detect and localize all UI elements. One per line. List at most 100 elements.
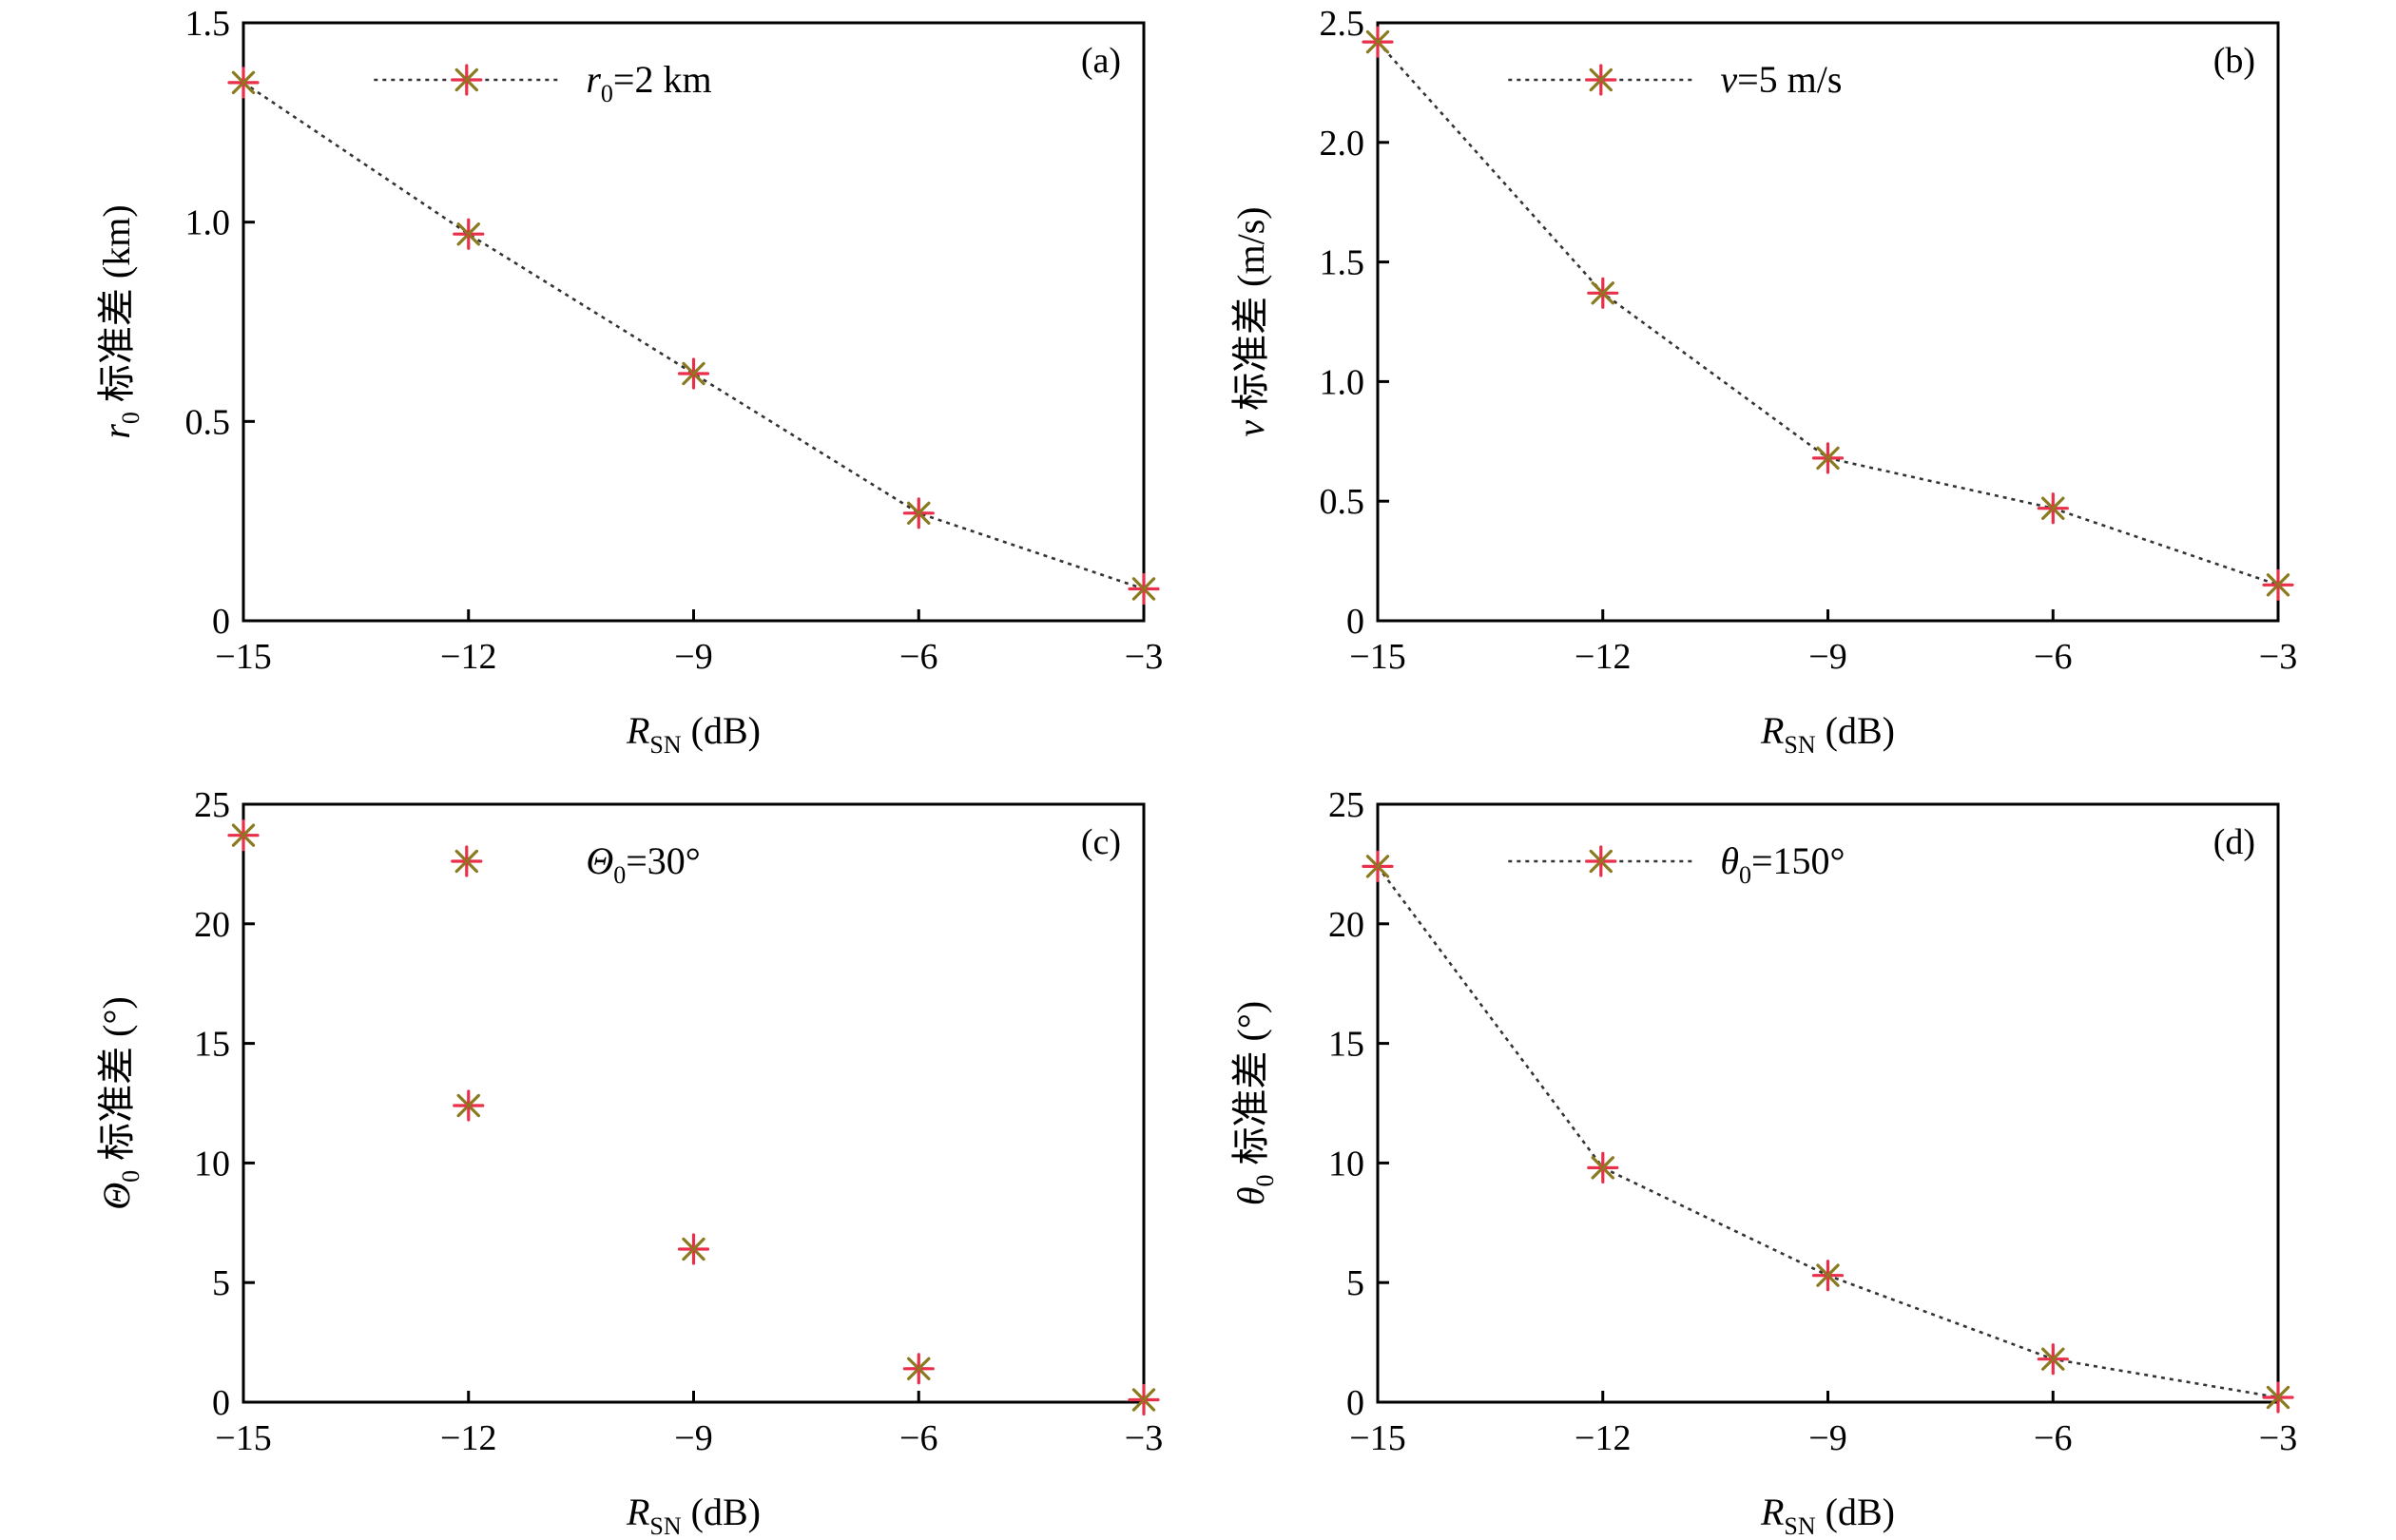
plot-frame-a	[242, 21, 1146, 623]
y-tick-label: 20	[1328, 905, 1364, 945]
y-tick-label: 2.0	[1320, 124, 1365, 164]
legend-label-c-main: Θ	[586, 839, 613, 882]
legend-label-a-sub: 0	[601, 80, 613, 107]
data-point-c-5	[1128, 1383, 1160, 1416]
y-axis-label-b-main: v	[1229, 420, 1272, 437]
x-tick-label: −15	[215, 1418, 271, 1458]
data-point-c-2	[453, 1089, 485, 1122]
y-axis-label-c: Θ0 标准差 (°)	[95, 996, 145, 1210]
legend-label-b-main: v	[1720, 58, 1737, 101]
plot-frame-d	[1376, 802, 2280, 1404]
x-tick-label: −6	[899, 637, 937, 677]
y-tick-label: 1.5	[185, 4, 231, 44]
y-axis-label-a: r0 标准差 (km)	[95, 204, 145, 438]
data-point-a-5	[1128, 572, 1160, 606]
x-tick-label: −3	[2259, 1418, 2297, 1458]
data-point-b-3	[1811, 442, 1845, 474]
x-axis-label-d-rest: (dB)	[1816, 1491, 1895, 1533]
y-tick-label: 1.0	[185, 203, 231, 243]
legend-label-c-rest: =30°	[626, 839, 701, 882]
x-axis-label-c-sub: SN	[649, 1512, 681, 1540]
panel-label-c: (c)	[1081, 822, 1121, 862]
legend-label-a-main: r	[586, 58, 601, 101]
data-point-b-2	[1587, 277, 1619, 309]
y-axis-label-d-main: θ	[1229, 1186, 1272, 1205]
x-axis-label-b: RSN (dB)	[1760, 709, 1895, 759]
data-point-c-3	[677, 1233, 710, 1265]
y-axis-label-c-sub: 0	[117, 1170, 145, 1183]
legend-d: θ0=150°	[1508, 839, 1845, 889]
x-axis-label-c-main: R	[626, 1491, 649, 1533]
x-tick-label: −12	[440, 1418, 496, 1458]
x-tick-label: −12	[1575, 637, 1631, 677]
x-axis-label-b-sub: SN	[1784, 731, 1815, 759]
series-line-a	[242, 81, 1145, 590]
x-tick-label: −6	[899, 1418, 937, 1458]
legend-label-d: θ0=150°	[1720, 839, 1845, 889]
data-point-b-4	[2037, 492, 2069, 525]
x-axis-label-d: RSN (dB)	[1760, 1491, 1895, 1540]
plot-frame-c	[242, 802, 1146, 1404]
data-point-a-3	[677, 357, 710, 390]
y-tick-label: 25	[194, 785, 230, 825]
legend-marker-c	[451, 845, 483, 877]
y-axis-label-c-main: Θ	[95, 1183, 138, 1210]
y-tick-label: 0	[212, 602, 230, 642]
plot-frame-b	[1376, 21, 2280, 623]
x-tick-label: −3	[1125, 1418, 1163, 1458]
x-tick-label: −9	[1808, 1418, 1846, 1458]
legend-label-d-main: θ	[1720, 839, 1739, 882]
y-axis-label-c-rest: 标准差 (°)	[95, 996, 138, 1170]
x-tick-label: −12	[1575, 1418, 1631, 1458]
x-tick-label: −9	[674, 1418, 712, 1458]
x-tick-label: −6	[2034, 1418, 2072, 1458]
x-tick-label: −12	[440, 637, 496, 677]
y-axis-label-d: θ0 标准差 (°)	[1229, 1001, 1279, 1205]
data-point-a-2	[453, 218, 485, 250]
x-axis-label-a-sub: SN	[649, 731, 681, 759]
chart-panel-b: −15 −12 −9 −6 −3 0 0.5 1.0 1.5 2.0 2.5 RSN (dB) v 标准…	[1229, 4, 2297, 759]
legend-c: Θ0=30°	[451, 839, 701, 889]
y-tick-label: 1.0	[1320, 362, 1365, 402]
y-tick-label: 0.5	[185, 402, 231, 442]
y-axis-label-d-sub: 0	[1251, 1174, 1279, 1186]
data-point-d-5	[2262, 1381, 2294, 1414]
y-tick-label: 0	[1346, 602, 1364, 642]
x-axis-label-b-main: R	[1760, 709, 1784, 752]
y-axis-label-a-main: r	[95, 424, 138, 439]
x-tick-label: −9	[1808, 637, 1846, 677]
y-tick-label: 25	[1328, 785, 1364, 825]
y-tick-label: 2.5	[1320, 4, 1365, 44]
x-tick-label: −15	[1349, 637, 1405, 677]
data-point-a-1	[227, 67, 260, 99]
y-tick-label: 5	[212, 1263, 230, 1303]
legend-label-c-sub: 0	[613, 861, 626, 889]
y-tick-label: 0.5	[1320, 482, 1365, 522]
x-tick-label: −3	[1125, 637, 1163, 677]
y-axis-label-b-rest: 标准差 (m/s)	[1229, 206, 1272, 419]
y-tick-label: 10	[194, 1144, 230, 1184]
x-axis-label-c-rest: (dB)	[682, 1491, 761, 1533]
x-axis-label-a-main: R	[626, 709, 649, 752]
legend-label-d-sub: 0	[1739, 861, 1751, 889]
y-tick-label: 15	[1328, 1025, 1364, 1065]
data-point-d-1	[1362, 850, 1394, 883]
panel-label-b: (b)	[2213, 41, 2255, 81]
y-axis-label-a-rest: 标准差 (km)	[95, 204, 138, 412]
y-tick-label: 10	[1328, 1144, 1364, 1184]
y-tick-label: 15	[194, 1025, 230, 1065]
x-axis-label-a: RSN (dB)	[626, 709, 761, 759]
data-point-a-4	[902, 497, 935, 529]
legend-marker-b	[1585, 64, 1617, 96]
data-point-c-4	[902, 1353, 935, 1385]
series-line-b	[1377, 41, 2279, 587]
legend-label-b: v=5 m/s	[1720, 58, 1842, 101]
data-point-d-4	[2037, 1343, 2069, 1376]
legend-b: v=5 m/s	[1508, 58, 1842, 101]
data-point-b-1	[1362, 26, 1394, 58]
legend-label-d-rest: =150°	[1751, 839, 1845, 882]
